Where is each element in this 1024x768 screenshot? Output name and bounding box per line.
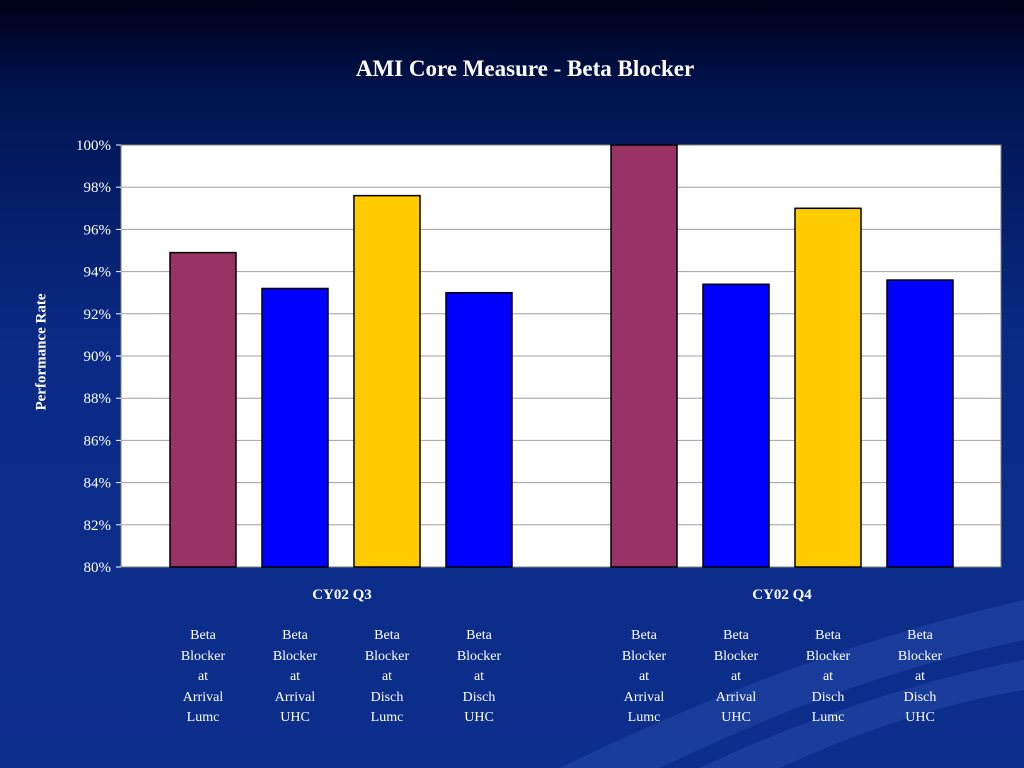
bar — [702, 283, 770, 568]
y-tick-label: 88% — [84, 391, 112, 407]
y-tick-label: 90% — [84, 349, 112, 365]
y-tick-label: 80% — [84, 560, 112, 576]
category-label: Beta Blocker at Arrival UHC — [272, 628, 318, 725]
bar — [886, 279, 954, 568]
y-tick-label: 84% — [84, 476, 112, 492]
y-tick-label: 100% — [76, 138, 111, 154]
bar — [610, 144, 678, 568]
bar — [353, 194, 421, 568]
category-label: Beta Blocker at Disch UHC — [456, 628, 502, 725]
bar — [169, 251, 237, 568]
chart-title: AMI Core Measure - Beta Blocker — [355, 56, 695, 81]
y-tick-label: 82% — [84, 518, 112, 534]
y-tick-label: 98% — [84, 180, 112, 196]
y-tick-label: 94% — [84, 265, 112, 281]
group-label: CY02 Q4 — [752, 587, 812, 603]
category-label: Beta Blocker at Arrival Lumc — [180, 628, 226, 725]
y-tick-label: 86% — [84, 433, 112, 449]
category-label: Beta Blocker at Disch Lumc — [364, 628, 410, 725]
bar — [794, 207, 862, 568]
group-label: CY02 Q3 — [312, 587, 372, 603]
bar — [445, 291, 513, 568]
y-tick-label: 92% — [84, 307, 112, 323]
category-label: Beta Blocker at Disch UHC — [897, 628, 943, 725]
category-label: Beta Blocker at Arrival UHC — [713, 628, 759, 725]
bar — [261, 287, 329, 568]
category-label: Beta Blocker at Arrival Lumc — [621, 628, 667, 725]
category-label: Beta Blocker at Disch Lumc — [805, 628, 851, 725]
y-tick-label: 96% — [84, 222, 112, 238]
